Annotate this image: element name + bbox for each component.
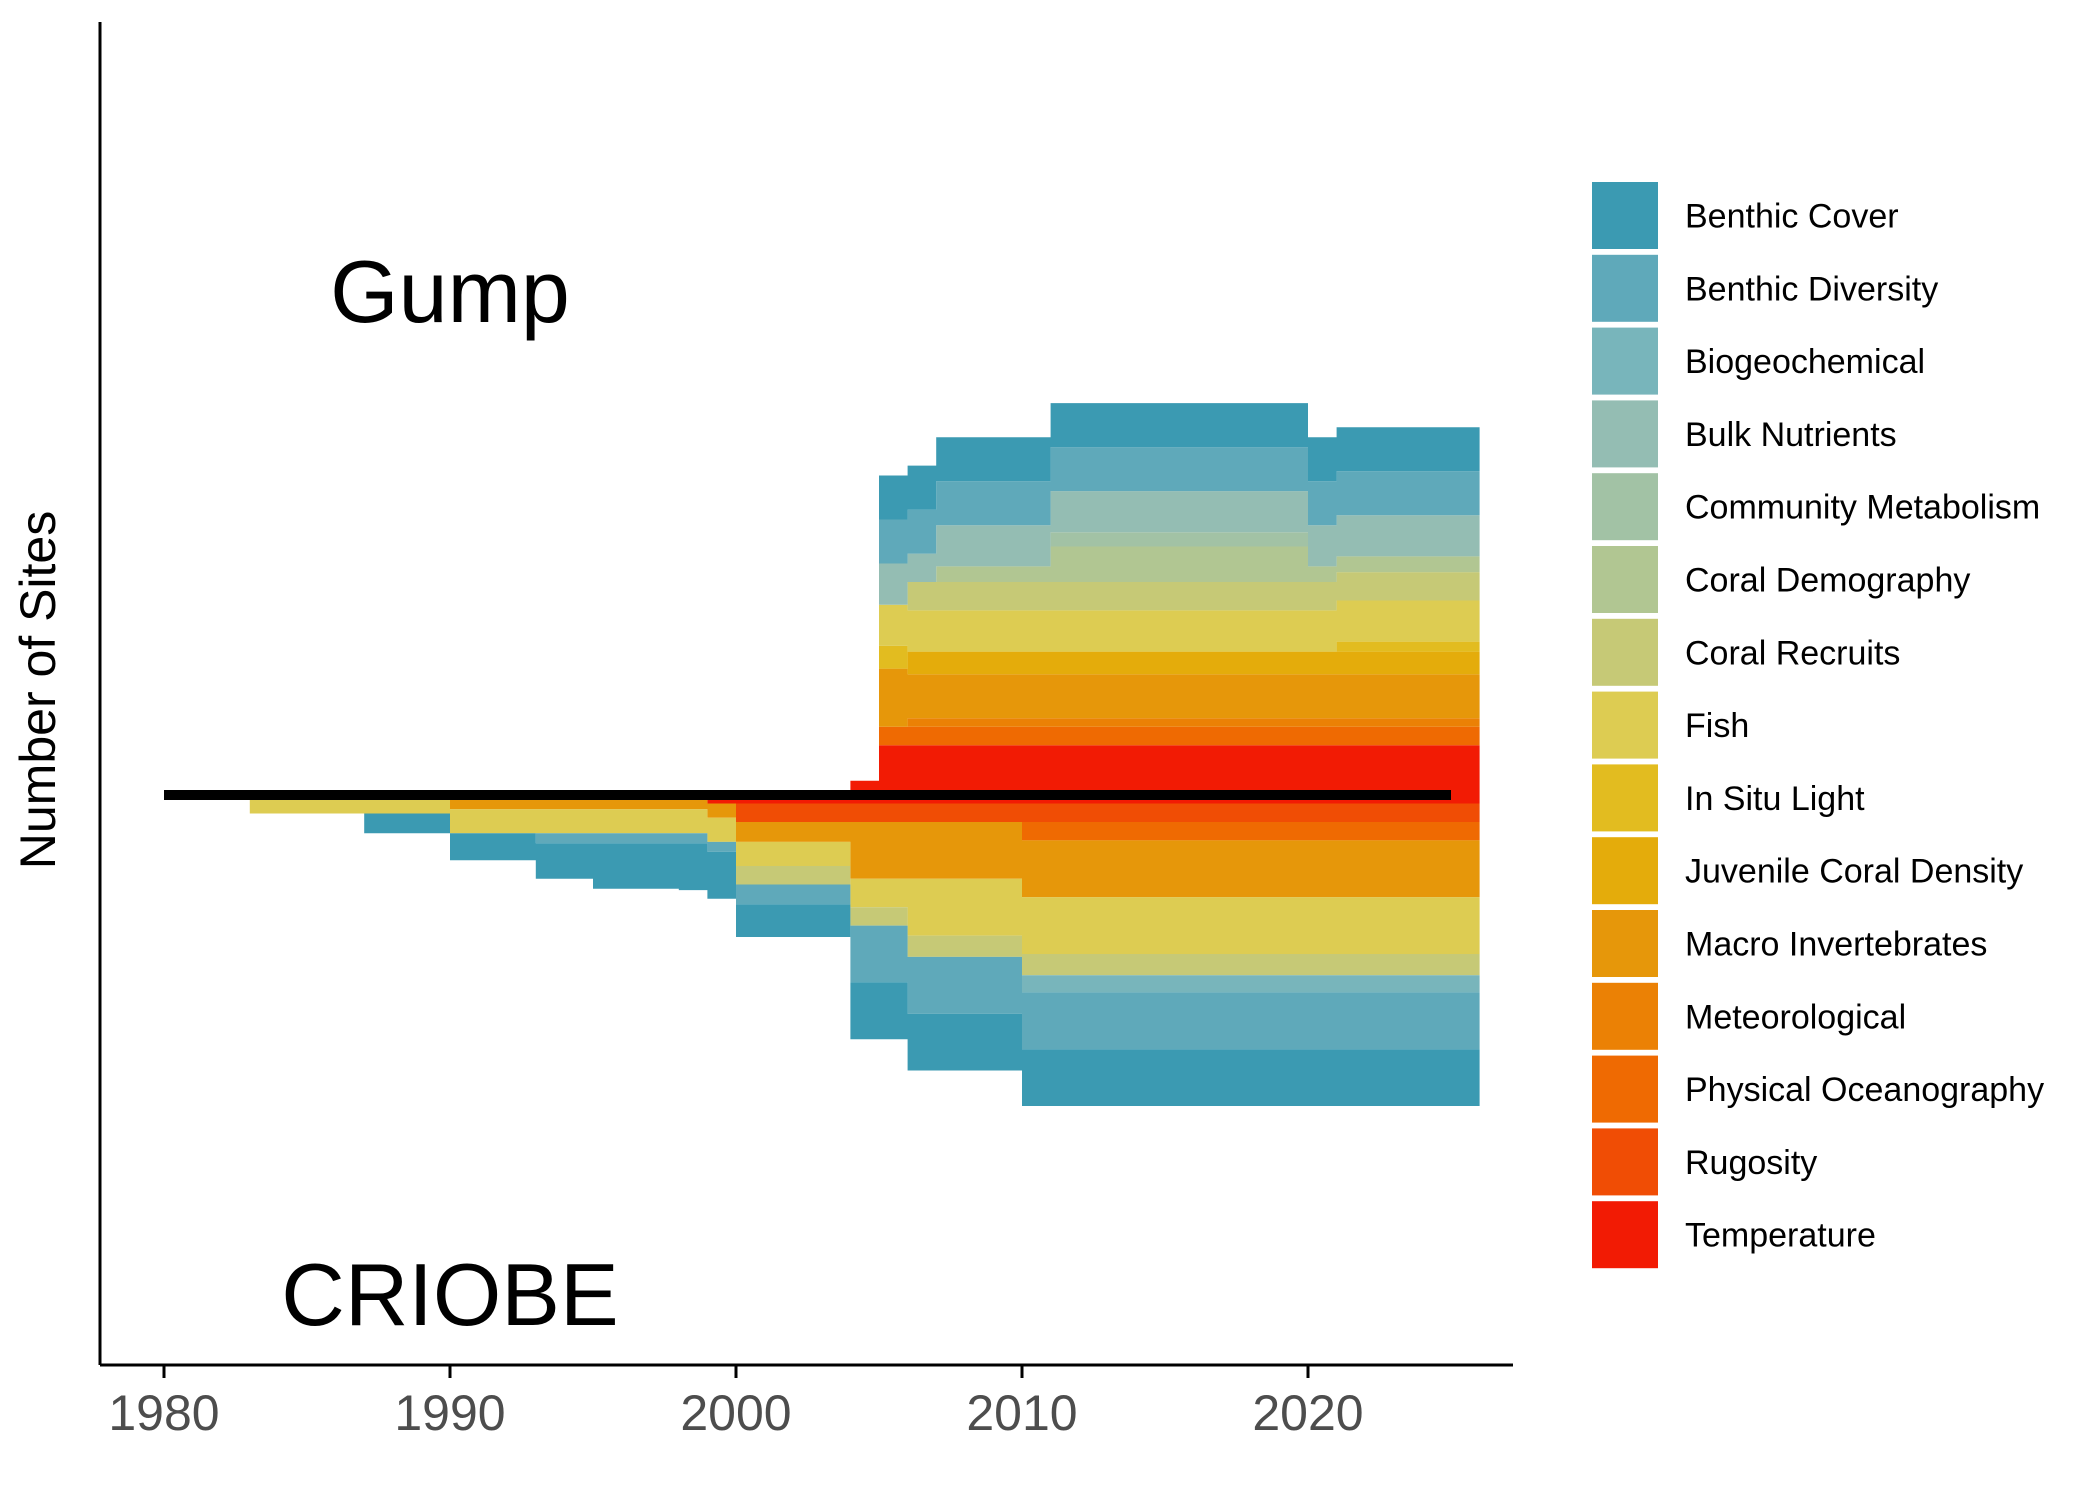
area-gump-coral-demography <box>850 546 1480 781</box>
area-gump-benthic-cover <box>850 403 1480 781</box>
x-axis-ticks: 1980 1990 2000 2010 2020 <box>108 1366 1364 1441</box>
legend-label-bulk-nutrients: Bulk Nutrients <box>1685 416 1897 454</box>
legend-item-fish: Fish <box>1592 691 1749 759</box>
legend: Benthic Cover Benthic Diversity Biogeochem… <box>1592 182 2044 1269</box>
legend-item-benthic-diversity: Benthic Diversity <box>1592 254 1938 322</box>
legend-label-community-metabolism: Community Metabolism <box>1685 489 2040 527</box>
legend-item-biogeochemical: Biogeochemical <box>1592 327 1925 395</box>
area-criobe-macro-invertebrates <box>249 795 1480 898</box>
legend-label-macro-invertebrates: Macro Invertebrates <box>1685 926 1987 964</box>
x-tick-label-1990: 1990 <box>394 1385 505 1441</box>
area-gump-fish <box>850 600 1480 781</box>
legend-swatch-juvenile-coral-density <box>1592 837 1658 905</box>
legend-label-coral-demography: Coral Demography <box>1685 562 1970 600</box>
x-tick-label-1980: 1980 <box>108 1385 219 1441</box>
legend-swatch-coral-demography <box>1592 546 1658 613</box>
area-criobe-rugosity <box>249 795 1480 822</box>
area-criobe-benthic-diversity <box>249 813 1480 1050</box>
area-gump-bulk-nutrients <box>850 491 1480 781</box>
legend-label-temperature: Temperature <box>1685 1217 1876 1255</box>
panel-gump <box>850 403 1480 795</box>
panel-label-gump: Gump <box>330 242 570 341</box>
legend-item-community-metabolism: Community Metabolism <box>1592 473 2040 541</box>
area-gump-temperature <box>850 745 1480 795</box>
legend-item-bulk-nutrients: Bulk Nutrients <box>1592 400 1897 468</box>
annotation-layer: Gump CRIOBE <box>281 242 618 1344</box>
legend-item-meteorological: Meteorological <box>1592 982 1906 1050</box>
area-gump-physical-oceanography <box>850 726 1480 781</box>
legend-label-in-situ-light: In Situ Light <box>1685 780 1865 818</box>
legend-swatch-in-situ-light <box>1592 764 1658 832</box>
legend-swatch-rugosity <box>1592 1128 1658 1196</box>
legend-label-coral-recruits: Coral Recruits <box>1685 634 1900 672</box>
legend-label-physical-oceanography: Physical Oceanography <box>1685 1071 2044 1109</box>
legend-swatch-bulk-nutrients <box>1592 400 1658 468</box>
legend-item-juvenile-coral-density: Juvenile Coral Density <box>1592 837 2023 905</box>
x-tick-label-2000: 2000 <box>680 1385 791 1441</box>
legend-swatch-meteorological <box>1592 982 1658 1050</box>
legend-swatch-macro-invertebrates <box>1592 910 1658 977</box>
legend-item-coral-recruits: Coral Recruits <box>1592 618 1900 686</box>
area-gump-juvenile-coral-density <box>850 651 1480 781</box>
x-tick-label-2020: 2020 <box>1252 1385 1363 1441</box>
legend-label-rugosity: Rugosity <box>1685 1144 1817 1182</box>
legend-item-physical-oceanography: Physical Oceanography <box>1592 1055 2044 1123</box>
area-gump-coral-recruits <box>850 572 1480 781</box>
area-criobe-coral-recruits <box>249 813 1480 976</box>
panel-label-criobe: CRIOBE <box>281 1245 618 1344</box>
area-gump-meteorological <box>850 718 1480 781</box>
legend-item-in-situ-light: In Situ Light <box>1592 764 1865 832</box>
legend-item-rugosity: Rugosity <box>1592 1128 1817 1196</box>
area-criobe-physical-oceanography <box>249 795 1480 841</box>
legend-swatch-fish <box>1592 691 1658 759</box>
legend-swatch-coral-recruits <box>1592 618 1658 686</box>
legend-item-macro-invertebrates: Macro Invertebrates <box>1592 910 1987 977</box>
legend-label-benthic-diversity: Benthic Diversity <box>1685 270 1938 308</box>
area-criobe-fish <box>249 795 1480 954</box>
axis-layer: 1980 1990 2000 2010 2020 Number of Sites <box>10 22 1513 1441</box>
area-layer <box>249 403 1480 1106</box>
legend-swatch-benthic-diversity <box>1592 254 1658 322</box>
legend-label-fish: Fish <box>1685 707 1749 745</box>
legend-label-biogeochemical: Biogeochemical <box>1685 343 1925 381</box>
legend-swatch-benthic-cover <box>1592 182 1658 249</box>
legend-item-temperature: Temperature <box>1592 1201 1876 1269</box>
legend-item-coral-demography: Coral Demography <box>1592 546 1970 613</box>
y-axis-label: Number of Sites <box>10 511 66 869</box>
area-criobe-benthic-cover <box>249 813 1480 1106</box>
legend-label-meteorological: Meteorological <box>1685 998 1906 1036</box>
area-gump-macro-invertebrates <box>850 668 1480 781</box>
legend-label-benthic-cover: Benthic Cover <box>1685 198 1899 236</box>
area-gump-benthic-diversity <box>850 447 1480 781</box>
legend-item-benthic-cover: Benthic Cover <box>1592 182 1899 249</box>
legend-swatch-physical-oceanography <box>1592 1055 1658 1123</box>
legend-swatch-biogeochemical <box>1592 327 1658 395</box>
panel-criobe <box>249 795 1480 1106</box>
x-tick-label-2010: 2010 <box>966 1385 1077 1441</box>
legend-swatch-community-metabolism <box>1592 473 1658 541</box>
legend-swatch-temperature <box>1592 1201 1658 1269</box>
legend-label-juvenile-coral-density: Juvenile Coral Density <box>1685 853 2023 891</box>
